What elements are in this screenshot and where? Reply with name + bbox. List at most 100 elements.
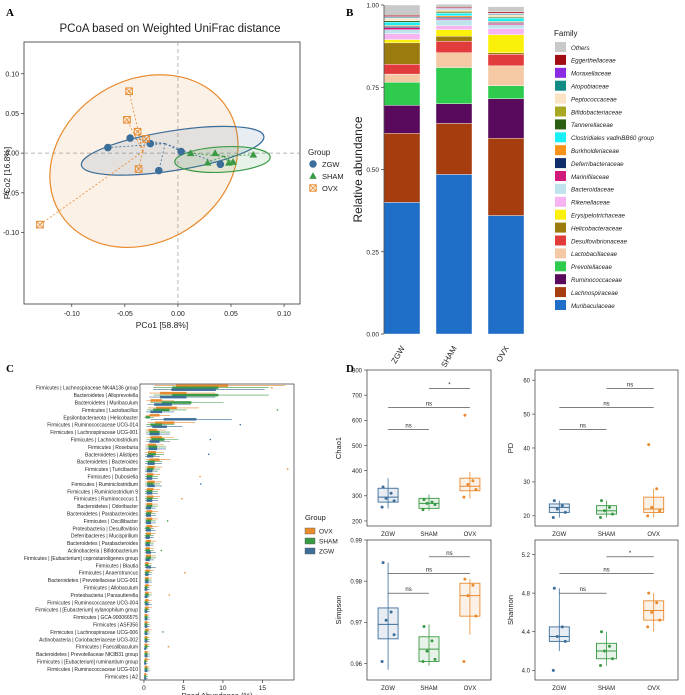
genus-label: Bacteroidetes | Odoribacter — [77, 504, 138, 510]
significance-label: * — [448, 383, 451, 389]
outlier-point — [276, 409, 279, 411]
legend-title: Group — [305, 513, 326, 522]
legend-label: Lactobacillaceae — [571, 251, 618, 258]
significance-label: ns — [426, 568, 432, 574]
y-tick-label: 0.25 — [366, 249, 379, 256]
ellipse-ovx — [49, 74, 239, 249]
y-tick-label: 800 — [352, 368, 363, 374]
genus-label: Bacteroidetes | Alloprevotella — [74, 393, 139, 399]
data-point — [462, 495, 466, 499]
genus-label: Actinobacteria | Coriobacteriaceae UCG-0… — [39, 637, 138, 643]
spider-line — [223, 154, 254, 157]
box-zgw — [147, 455, 154, 458]
significance-label: ns — [603, 401, 609, 407]
bar-segment — [383, 42, 421, 65]
bar-segment — [487, 17, 525, 22]
y-tick-label: 300 — [352, 494, 363, 500]
data-point — [430, 639, 434, 643]
point-ovx — [134, 165, 143, 173]
legend-swatch — [555, 300, 566, 310]
data-point — [560, 504, 564, 508]
x-tick-label: -0.10 — [64, 311, 80, 318]
y-axis-label: PD — [506, 442, 515, 453]
data-point — [552, 499, 556, 503]
genus-label: Bacteroidetes | Prevotellaceae NK3B31 gr… — [36, 652, 138, 658]
genus-label: Firmicutes | Anaerotruncus — [79, 571, 139, 577]
point-zgw — [126, 134, 134, 142]
panel-label-d: D — [346, 363, 354, 375]
legend-swatch — [555, 196, 566, 207]
box-sham — [145, 416, 150, 419]
y-tick-label: 30 — [523, 480, 530, 486]
data-point — [422, 498, 426, 502]
bar-segment — [487, 14, 525, 17]
genus-label: Firmicutes | GCA-900066575 — [73, 615, 138, 621]
data-point — [381, 561, 385, 565]
point-ovx-x2 — [135, 165, 143, 173]
point-ovx — [36, 220, 44, 229]
box-ovx — [149, 414, 160, 417]
ellipse-sham — [174, 145, 271, 174]
data-point — [384, 496, 388, 500]
outlier-point — [207, 453, 210, 456]
y-tick-label: 0.05 — [5, 111, 19, 118]
significance-label: * — [629, 551, 632, 557]
box-zgw — [159, 395, 187, 399]
plot-frame — [23, 41, 301, 305]
x-tick-label: OVX — [647, 532, 660, 538]
legend-swatch — [555, 209, 566, 220]
box-zgw — [548, 626, 570, 642]
data-point — [650, 610, 654, 614]
legend-label: Marinifilaceae — [571, 174, 610, 181]
genus-label: Firmicutes | Blautia — [96, 563, 139, 569]
significance-label: ns — [405, 587, 411, 593]
data-point — [650, 505, 654, 509]
x-tick-label: SHAM — [420, 686, 437, 692]
legend-swatch — [555, 261, 566, 272]
genus-label: Firmicutes | Ruminiclostridium — [71, 482, 138, 488]
box-zgw — [148, 447, 158, 451]
legend-label: Bifidobacteriaceae — [571, 109, 622, 116]
genus-label: Firmicutes | Dubosiella — [88, 475, 139, 481]
bar-segment — [487, 65, 525, 86]
box-zgw — [146, 551, 152, 554]
bar-segment — [487, 138, 525, 216]
data-point — [608, 644, 611, 648]
box-sham — [172, 393, 219, 397]
y-tick-label: -0.10 — [3, 230, 19, 237]
genus-label: Firmicutes | Ruminiclostridium 9 — [67, 489, 138, 495]
bar-segment — [435, 9, 473, 12]
spider-line — [214, 152, 224, 157]
data-point — [608, 505, 611, 509]
panel-label-b: B — [346, 7, 354, 19]
data-point — [646, 514, 650, 518]
data-point — [392, 633, 396, 637]
y-tick-label: 0.75 — [366, 85, 379, 92]
box-zgw — [144, 610, 148, 613]
y-tick-label: 0.98 — [350, 579, 362, 585]
outlier-point — [209, 438, 212, 441]
genus-label: Bacteroidetes | Muribaculum — [75, 401, 138, 407]
x-tick-label: 0.05 — [224, 311, 238, 318]
legend-label: Erysipelotrichaceae — [571, 213, 626, 220]
box-zgw — [548, 503, 570, 513]
data-point — [599, 664, 602, 668]
box-zgw — [144, 595, 148, 599]
x-tick-label: OVX — [494, 344, 511, 364]
x-tick-label: 0.10 — [277, 311, 291, 318]
box-zgw — [144, 677, 147, 680]
genus-label: Actinobacteria | Bifidobacterium — [68, 549, 138, 555]
legend-swatch — [555, 287, 566, 298]
legend-swatch — [555, 93, 566, 104]
box-zgw — [144, 617, 148, 621]
data-point — [555, 507, 559, 511]
point-ovx — [133, 127, 142, 136]
genus-label: Bacteroidetes | Bacteroides — [77, 460, 139, 466]
data-point — [603, 509, 606, 513]
genus-label: Epsilonbacteraeota | Helicobacter — [63, 415, 138, 421]
bar-segment — [435, 19, 473, 26]
outlier-point — [166, 520, 169, 522]
bar-segment — [487, 98, 525, 139]
legend-label: ZGW — [322, 160, 340, 169]
